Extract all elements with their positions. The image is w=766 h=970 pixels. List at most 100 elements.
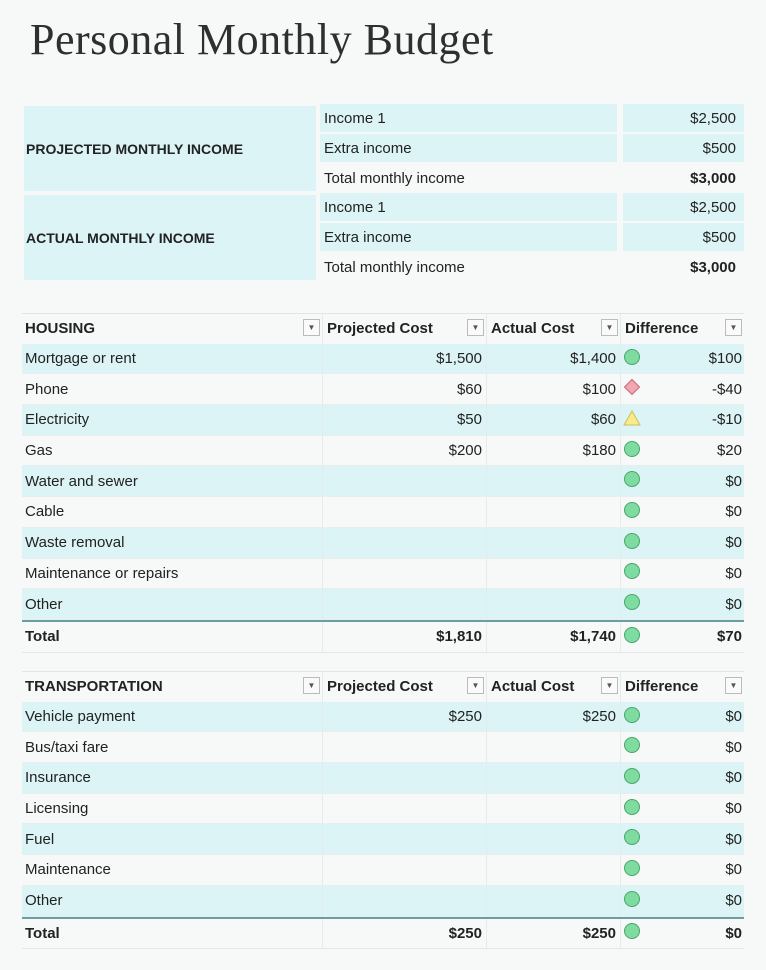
green-circle-icon <box>621 828 641 850</box>
filter-dropdown-icon[interactable]: ▼ <box>725 319 742 336</box>
projected-cost[interactable] <box>322 763 486 793</box>
column-header: Projected Cost ▼ <box>322 314 486 344</box>
table-row[interactable]: Licensing $0 <box>22 793 744 825</box>
table-row[interactable]: Other $0 <box>22 885 744 917</box>
difference-cell: -$10 <box>620 405 744 435</box>
table-row[interactable]: Phone $60 $100 -$40 <box>22 374 744 406</box>
table-row[interactable]: Insurance $0 <box>22 763 744 794</box>
actual-cost[interactable]: $250 <box>486 701 620 732</box>
item-name: Electricity <box>25 411 90 429</box>
filter-dropdown-icon[interactable]: ▼ <box>303 319 320 336</box>
table-row[interactable]: Maintenance or repairs $0 <box>22 558 744 590</box>
actual-cost[interactable] <box>486 558 620 589</box>
actual-cost[interactable] <box>486 763 620 793</box>
filter-dropdown-icon[interactable]: ▼ <box>303 677 320 694</box>
income-row[interactable]: Income 1 $2,500 <box>320 104 744 132</box>
actual-cost[interactable]: $1,740 <box>486 621 620 652</box>
projected-cost[interactable] <box>322 732 486 763</box>
actual-cost[interactable]: $60 <box>486 405 620 435</box>
income-amount[interactable]: $500 <box>623 134 744 162</box>
projected-cost[interactable] <box>322 855 486 885</box>
item-name: Bus/taxi fare <box>25 738 109 756</box>
income-row[interactable]: Extra income $500 <box>320 223 744 251</box>
table-row[interactable]: Bus/taxi fare $0 <box>22 732 744 764</box>
projected-cost[interactable]: $250 <box>322 918 486 949</box>
difference-cell: $0 <box>620 824 744 855</box>
actual-cost[interactable]: $1,400 <box>486 343 620 374</box>
item-name: Licensing <box>25 800 89 818</box>
item-name: Maintenance <box>25 861 111 879</box>
difference-value: $0 <box>725 534 742 552</box>
table-row[interactable]: Maintenance $0 <box>22 855 744 886</box>
green-circle-icon <box>621 532 641 554</box>
filter-dropdown-icon[interactable]: ▼ <box>725 677 742 694</box>
income-name: Total monthly income <box>324 169 465 187</box>
income-name: Income 1 <box>320 193 618 221</box>
difference-value: -$10 <box>711 411 742 429</box>
item-name: Mortgage or rent <box>25 350 136 368</box>
green-circle-icon <box>621 706 641 728</box>
total-row[interactable]: Total $1,810 $1,740 $70 <box>22 619 744 653</box>
filter-dropdown-icon[interactable]: ▼ <box>467 319 484 336</box>
difference-cell: $70 <box>620 621 744 652</box>
table-row[interactable]: Vehicle payment $250 $250 $0 <box>22 701 744 733</box>
income-amount[interactable]: $500 <box>623 223 744 251</box>
actual-cost[interactable] <box>486 466 620 497</box>
projected-cost[interactable]: $1,810 <box>322 621 486 652</box>
projected-cost[interactable] <box>322 589 486 619</box>
projected-cost[interactable]: $250 <box>322 701 486 732</box>
projected-cost[interactable] <box>322 824 486 855</box>
income-amount[interactable]: $2,500 <box>623 104 744 132</box>
projected-cost[interactable] <box>322 885 486 916</box>
actual-cost[interactable] <box>486 855 620 885</box>
income-amount[interactable]: $2,500 <box>623 193 744 221</box>
projected-cost[interactable]: $60 <box>322 374 486 405</box>
table-header-row: HOUSING ▼ Projected Cost ▼ Actual Cost ▼ Diffe… <box>22 313 744 344</box>
actual-cost[interactable] <box>486 793 620 824</box>
projected-cost[interactable] <box>322 466 486 497</box>
item-name: Other <box>25 892 63 910</box>
difference-value: $0 <box>725 472 742 490</box>
actual-cost[interactable]: $250 <box>486 918 620 949</box>
table-row[interactable]: Cable $0 <box>22 497 744 528</box>
filter-dropdown-icon[interactable]: ▼ <box>467 677 484 694</box>
actual-cost[interactable]: $180 <box>486 435 620 466</box>
column-header: Difference ▼ <box>620 314 744 344</box>
actual-cost[interactable] <box>486 527 620 558</box>
table-row[interactable]: Fuel $0 <box>22 824 744 856</box>
difference-value: $0 <box>725 595 742 613</box>
actual-cost[interactable] <box>486 885 620 916</box>
green-circle-icon <box>621 890 641 912</box>
projected-cost[interactable] <box>322 793 486 824</box>
table-row[interactable]: Water and sewer $0 <box>22 466 744 498</box>
projected-income-group: PROJECTED MONTHLY INCOME Income 1 $2,500 … <box>24 104 744 193</box>
table-row[interactable]: Other $0 <box>22 589 744 620</box>
total-row[interactable]: Total $250 $250 $0 <box>22 916 744 950</box>
projected-cost[interactable] <box>322 558 486 589</box>
table-row[interactable]: Waste removal $0 <box>22 527 744 559</box>
income-total: $3,000 <box>690 258 736 276</box>
income-name: Extra income <box>320 134 618 162</box>
table-row[interactable]: Electricity $50 $60 -$10 <box>22 405 744 436</box>
projected-cost[interactable]: $50 <box>322 405 486 435</box>
projected-cost[interactable]: $200 <box>322 435 486 466</box>
filter-dropdown-icon[interactable]: ▼ <box>601 319 618 336</box>
actual-cost[interactable] <box>486 497 620 527</box>
projected-cost[interactable]: $1,500 <box>322 343 486 374</box>
actual-cost[interactable] <box>486 824 620 855</box>
table-row[interactable]: Mortgage or rent $1,500 $1,400 $100 <box>22 343 744 375</box>
item-name: Maintenance or repairs <box>25 564 179 582</box>
actual-income-group: ACTUAL MONTHLY INCOME Income 1 $2,500 Ext… <box>24 193 744 282</box>
actual-cost[interactable] <box>486 732 620 763</box>
filter-dropdown-icon[interactable]: ▼ <box>601 677 618 694</box>
column-header-label: Projected Cost <box>327 678 433 696</box>
projected-cost[interactable] <box>322 497 486 527</box>
projected-cost[interactable] <box>322 527 486 558</box>
column-header-label: Actual Cost <box>491 678 575 696</box>
table-row[interactable]: Gas $200 $180 $20 <box>22 435 744 467</box>
actual-cost[interactable] <box>486 589 620 619</box>
actual-cost[interactable]: $100 <box>486 374 620 405</box>
transportation-table: TRANSPORTATION ▼ Projected Cost ▼ Actual Cos… <box>22 671 744 950</box>
income-row[interactable]: Income 1 $2,500 <box>320 193 744 221</box>
income-row[interactable]: Extra income $500 <box>320 134 744 162</box>
